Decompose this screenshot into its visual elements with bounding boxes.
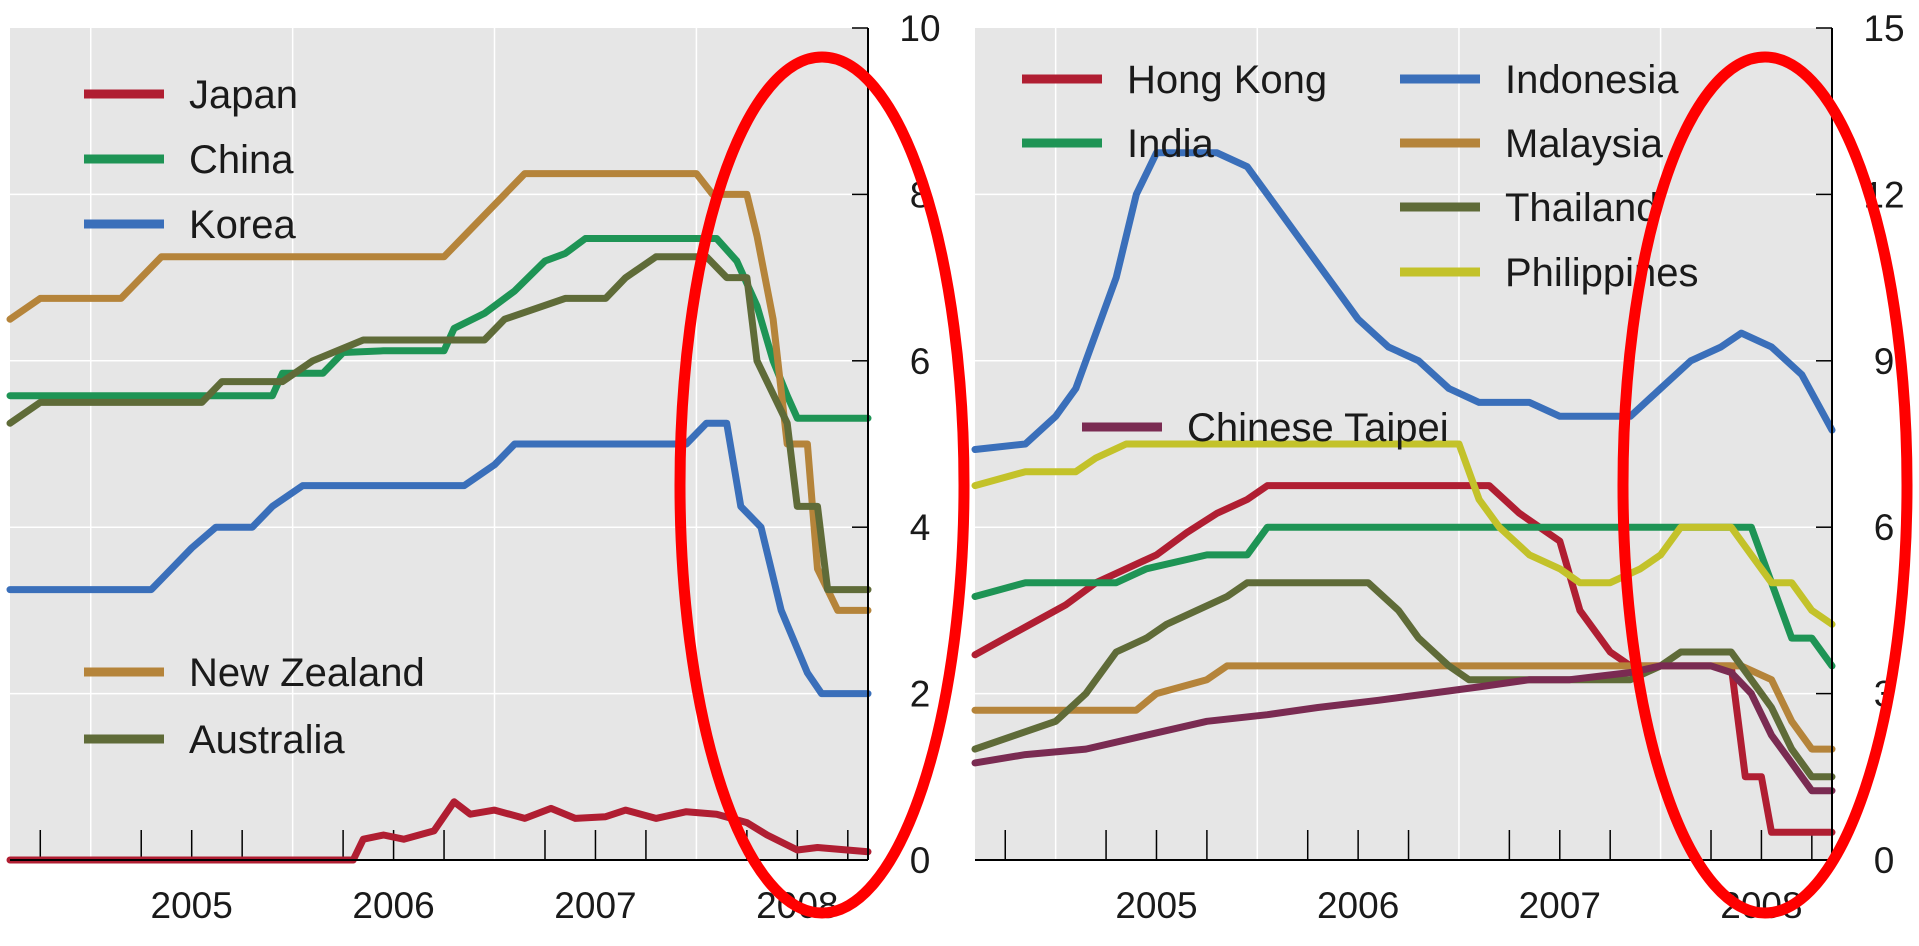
series-line-china	[6, 235, 872, 422]
y-tick-label: 9	[1874, 341, 1895, 382]
x-tick-label: 2006	[352, 885, 434, 926]
y-tick-label: 0	[1874, 840, 1895, 881]
series-line-indonesia	[971, 149, 1836, 453]
x-tick-label: 2007	[1519, 885, 1601, 926]
highlight-ellipse-left	[674, 51, 970, 919]
series-line-australia	[6, 253, 872, 594]
series-line-korea	[6, 419, 872, 698]
series-line-philippines	[971, 440, 1836, 628]
legend-label-malaysia: Malaysia	[1505, 122, 1664, 166]
highlight-ellipse-right	[1617, 51, 1913, 919]
x-tick-label: 2005	[151, 885, 233, 926]
x-tick-label: 2007	[554, 885, 636, 926]
y-tick-label: 0	[910, 840, 931, 881]
series-line-thailand	[971, 579, 1836, 781]
y-tick-label: 10	[899, 8, 940, 49]
legend-label-hong-kong: Hong Kong	[1127, 58, 1327, 102]
legend-label-thailand: Thailand	[1505, 186, 1658, 230]
legend-label-korea: Korea	[189, 203, 296, 247]
series-line-malaysia	[971, 662, 1836, 753]
legend-label-new-zealand: New Zealand	[189, 651, 425, 695]
series-line-japan	[6, 798, 872, 864]
legend-label-chinese-taipei: Chinese Taipei	[1187, 406, 1449, 450]
legend-label-china: China	[189, 138, 294, 182]
series-line-india	[971, 523, 1836, 670]
legend-label-japan: Japan	[189, 73, 298, 117]
y-tick-label: 2	[910, 674, 931, 715]
y-tick-label: 4	[910, 507, 931, 548]
legend-label-australia: Australia	[189, 718, 345, 762]
series-line-chinese-taipei	[971, 662, 1836, 795]
y-tick-label: 15	[1863, 8, 1904, 49]
legend-label-india: India	[1127, 122, 1214, 166]
y-tick-label: 6	[1874, 507, 1895, 548]
x-tick-label: 2006	[1317, 885, 1399, 926]
legend-label-philippines: Philippines	[1505, 251, 1698, 295]
x-tick-label: 2005	[1115, 885, 1197, 926]
y-tick-label: 6	[910, 341, 931, 382]
legend-label-indonesia: Indonesia	[1505, 58, 1679, 102]
series-line-new-zealand	[6, 170, 872, 614]
